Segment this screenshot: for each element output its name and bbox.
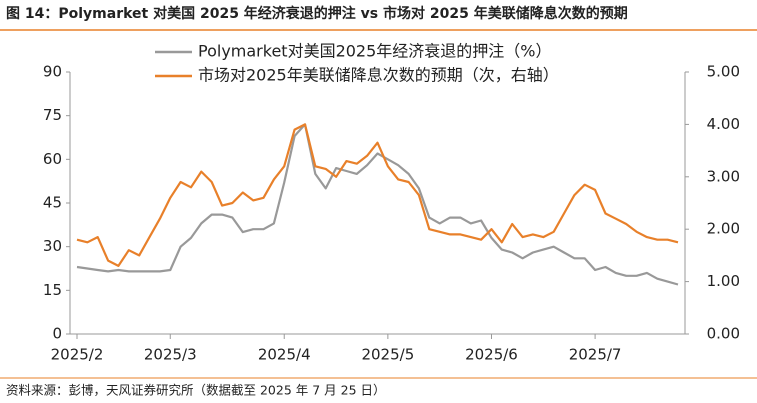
y-tick-label: 60 [43, 150, 62, 168]
chart-title: 图 14：Polymarket 对美国 2025 年经济衰退的押注 vs 市场对… [6, 5, 628, 22]
series-line [76, 123, 679, 267]
y2-tick-label: 5.00 [707, 63, 740, 81]
y-tick-label: 45 [43, 194, 62, 212]
x-tick-label: 2025/5 [361, 346, 414, 364]
series-line [76, 123, 679, 286]
y-tick-label: 0 [52, 325, 62, 343]
x-tick-label: 2025/4 [258, 346, 311, 364]
y2-tick-label: 3.00 [707, 167, 740, 185]
legend-label: Polymarket对美国2025年经济衰退的押注（%） [198, 42, 552, 61]
y-tick-label: 15 [43, 281, 62, 299]
x-tick-label: 2025/3 [144, 346, 197, 364]
y2-tick-label: 1.00 [707, 272, 740, 290]
legend-label: 市场对2025年美联储降息次数的预期（次，右轴） [198, 66, 559, 85]
y2-tick-label: 0.00 [707, 325, 740, 343]
y2-tick-label: 4.00 [707, 115, 740, 133]
y-tick-label: 30 [43, 237, 62, 255]
y-tick-label: 90 [43, 63, 62, 81]
x-tick-label: 2025/7 [569, 346, 622, 364]
y-tick-label: 75 [43, 106, 62, 124]
y2-tick-label: 2.00 [707, 220, 740, 238]
x-tick-label: 2025/6 [465, 346, 518, 364]
source-note: 资料来源：彭博，天风证券研究所（数据截至 2025 年 7 月 25 日） [6, 383, 386, 398]
x-tick-label: 2025/2 [51, 346, 104, 364]
